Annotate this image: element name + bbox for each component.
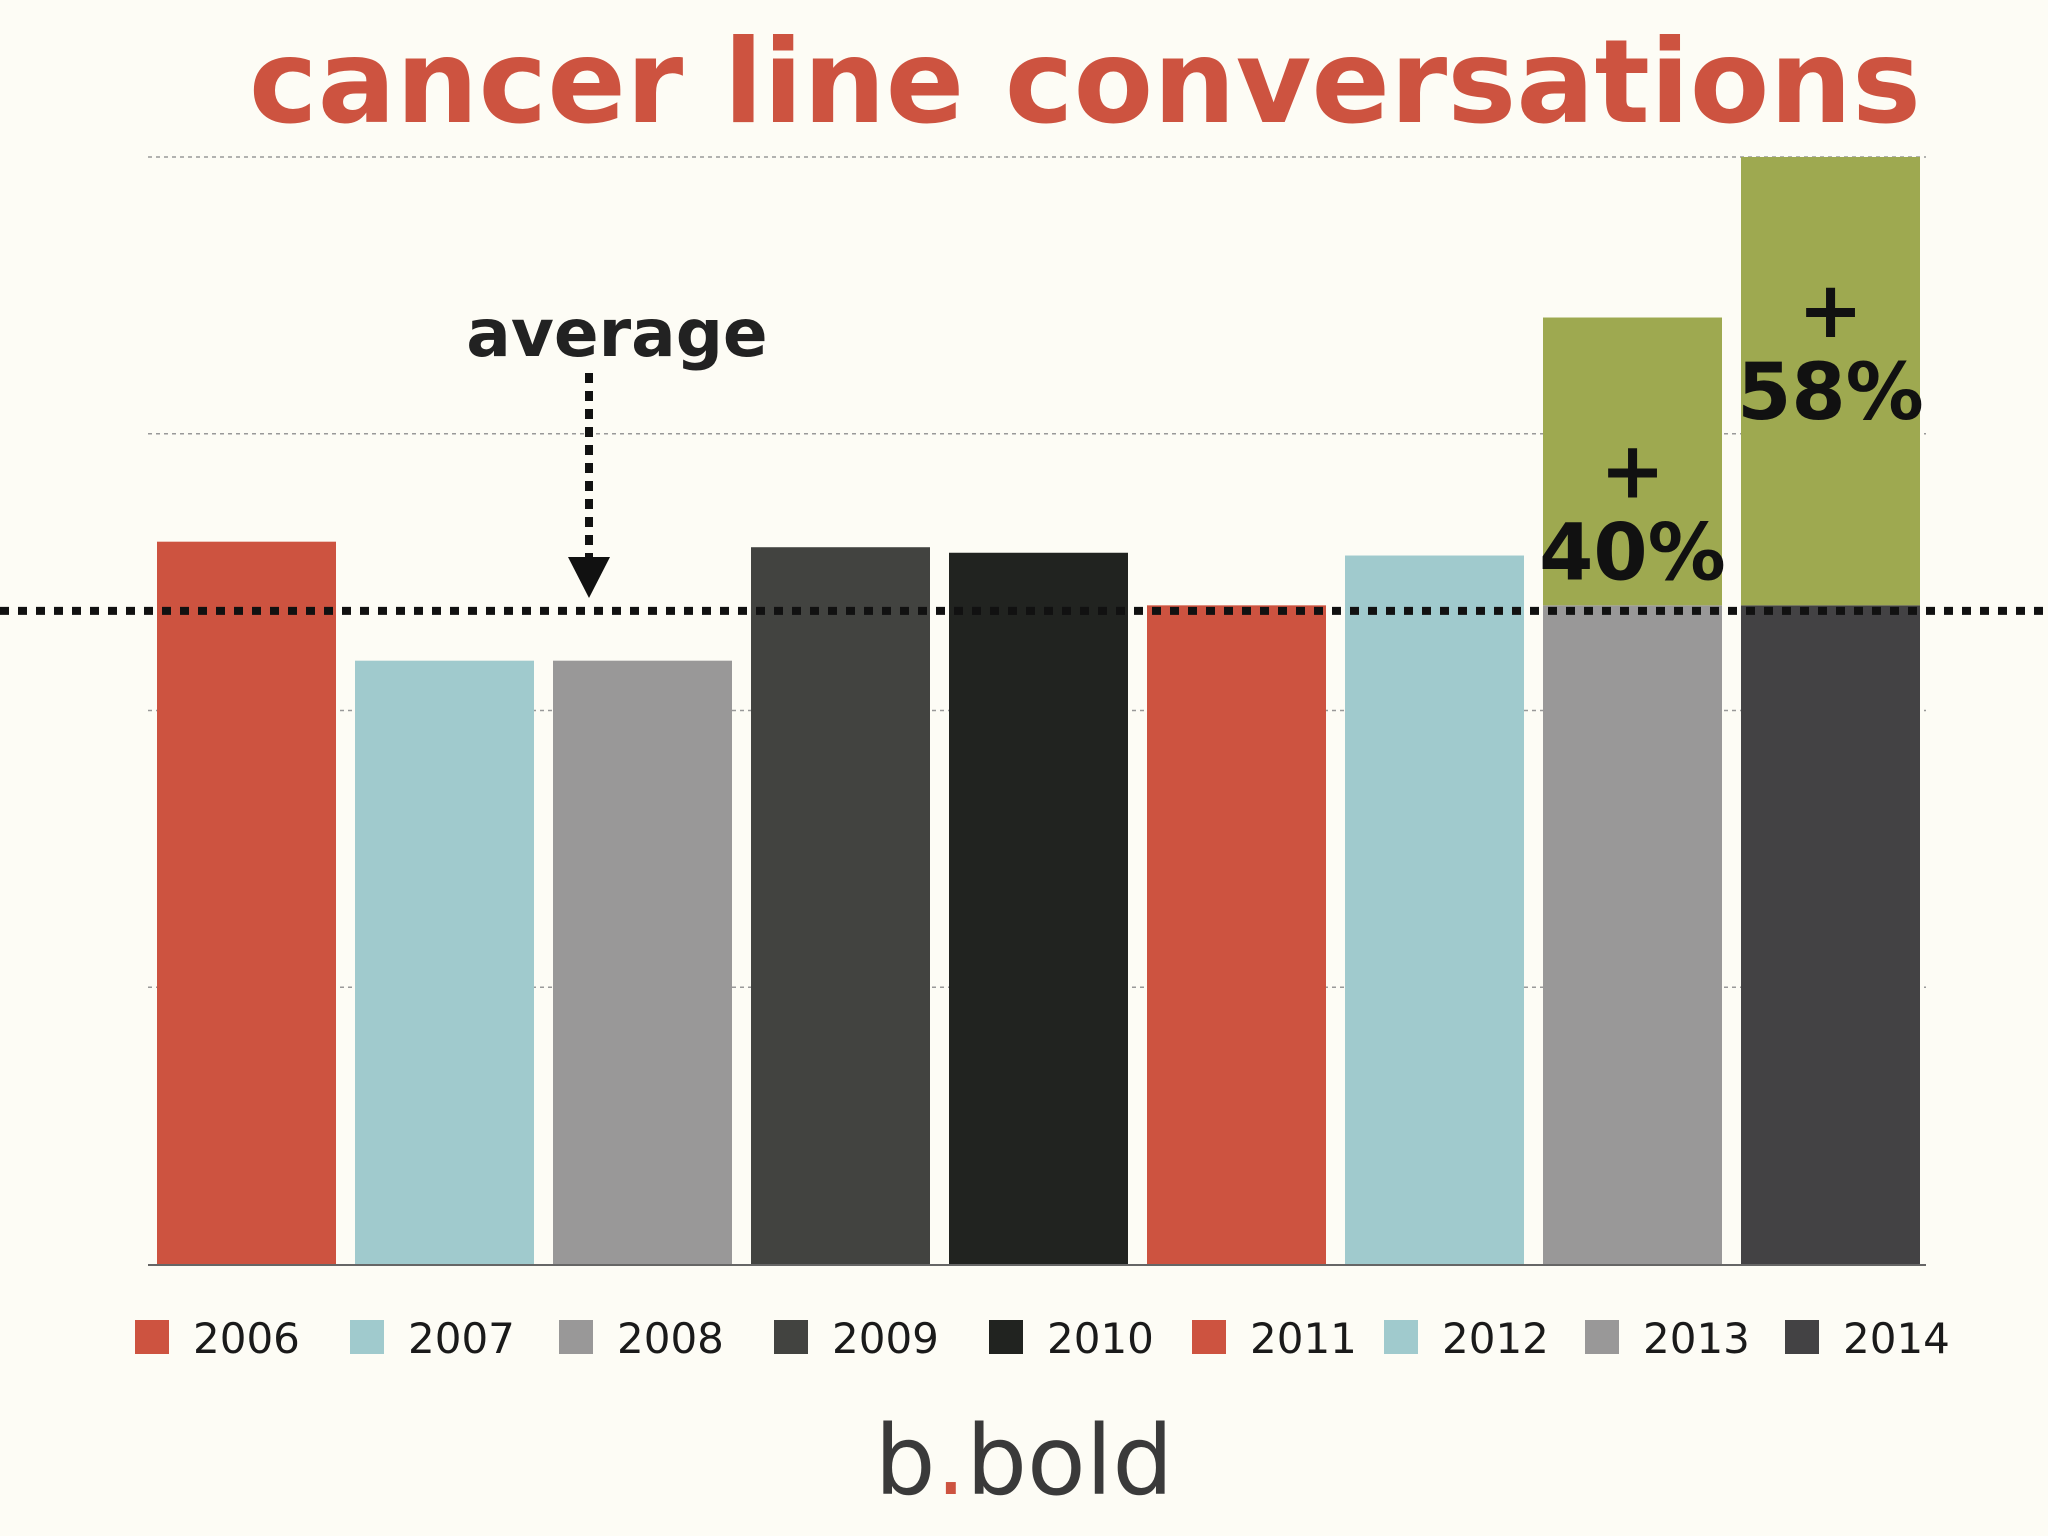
legend-swatch-2007 <box>350 1320 384 1354</box>
legend-label-2011: 2011 <box>1250 1314 1357 1363</box>
bars <box>157 541 1920 1264</box>
legend-swatch-2012 <box>1384 1320 1418 1354</box>
bar-2014 <box>1741 605 1920 1264</box>
bar-2008 <box>553 660 732 1264</box>
legend-swatch-2006 <box>135 1320 169 1354</box>
bar-2011 <box>1147 605 1326 1264</box>
legend-swatch-2013 <box>1585 1320 1619 1354</box>
increase-value-2014: 58% <box>1737 348 1924 438</box>
legend-swatch-2014 <box>1785 1320 1819 1354</box>
legend-label-2013: 2013 <box>1643 1314 1750 1363</box>
increase-bar-2013 <box>1543 317 1722 606</box>
logo-suffix: bold <box>966 1405 1173 1517</box>
legend-swatch-2011 <box>1192 1320 1226 1354</box>
increase-sign-2014: + <box>1798 266 1863 356</box>
bar-2006 <box>157 541 336 1264</box>
logo-prefix: b <box>875 1405 936 1517</box>
average-arrow-head <box>568 557 610 598</box>
legend-label-2014: 2014 <box>1843 1314 1950 1363</box>
legend-label-2009: 2009 <box>832 1314 939 1363</box>
legend-label-2006: 2006 <box>193 1314 300 1363</box>
average-line-group: average <box>0 295 2048 615</box>
increase-bars <box>1543 157 1920 606</box>
legend-label-2008: 2008 <box>617 1314 724 1363</box>
bar-2013 <box>1543 605 1722 1264</box>
legend-label-2007: 2007 <box>408 1314 515 1363</box>
logo-dot: . <box>936 1405 967 1517</box>
increase-sign-2013: + <box>1600 427 1665 517</box>
legend-swatch-2010 <box>989 1320 1023 1354</box>
legend-label-2012: 2012 <box>1442 1314 1549 1363</box>
bar-2010 <box>949 552 1128 1264</box>
bar-2009 <box>751 547 930 1264</box>
legend-swatch-2008 <box>559 1320 593 1354</box>
legend-swatch-2009 <box>774 1320 808 1354</box>
increase-labels: +40%+58% <box>1539 266 1924 599</box>
average-label: average <box>466 295 767 372</box>
bar-2012 <box>1345 555 1524 1264</box>
bar-2007 <box>355 660 534 1264</box>
increase-value-2013: 40% <box>1539 509 1726 599</box>
chart-title: cancer line conversations <box>249 15 1921 150</box>
increase-bar-2014 <box>1741 157 1920 606</box>
legend: 2006 2007 2008 2009 2010 2011 2012 2013 2014 <box>135 1314 1950 1363</box>
legend-label-2010: 2010 <box>1047 1314 1154 1363</box>
brand-logo: b.bold <box>875 1405 1174 1517</box>
